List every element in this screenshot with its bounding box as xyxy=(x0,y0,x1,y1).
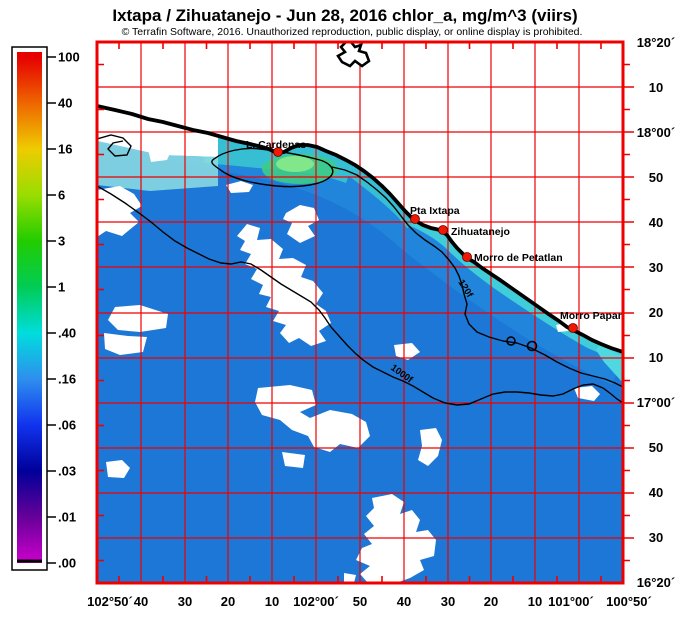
lon-tick-label: 20 xyxy=(221,594,235,609)
right-major-ticks xyxy=(623,86,634,539)
cloud-patch xyxy=(108,305,168,332)
depth-contours xyxy=(97,134,623,406)
cloud-patch xyxy=(106,460,130,478)
colorbar-label: 6 xyxy=(58,188,65,203)
lat-tick-label: 30 xyxy=(649,530,663,545)
reservoir-outline xyxy=(336,42,371,68)
colorbar-label: 3 xyxy=(58,234,65,249)
lat-tick-label: 18°20´ xyxy=(637,35,675,50)
cloud-patch xyxy=(282,452,305,468)
place-label-morro-papan: Morro Papan xyxy=(560,310,624,322)
place-marker-pta-ixtapa xyxy=(410,214,420,224)
cloud-patch xyxy=(283,205,319,243)
lat-tick-label: 50 xyxy=(649,170,663,185)
map-frame-group xyxy=(95,40,634,585)
lat-tick-label: 18°00´ xyxy=(637,125,675,140)
lon-tick-label: 101°00´ xyxy=(548,594,594,609)
islet-circle xyxy=(506,336,516,346)
lat-tick-label: 30 xyxy=(649,260,663,275)
place-marker-l-cardenas xyxy=(273,147,283,157)
lat-tick-label: 50 xyxy=(649,440,663,455)
cloud-patch xyxy=(418,428,442,466)
cloud-patch xyxy=(104,333,147,355)
lon-tick-label: 100°50´ xyxy=(606,594,652,609)
place-marker-zihuatanejo xyxy=(438,225,448,235)
place-layer: L. Cardenas Pta Ixtapa Zihuatanejo Morro… xyxy=(246,139,624,333)
colorbar-label: .16 xyxy=(58,372,76,387)
latitude-axis: 18°20´ 10 18°00´ 50 40 30 20 10 17°00´ 5… xyxy=(637,35,675,590)
colorbar-label: .03 xyxy=(58,464,76,479)
lon-tick-label: 40 xyxy=(397,594,411,609)
colorbar: 100 40 16 6 3 1 .40 .16 .06 .03 .01 .00 xyxy=(11,46,80,571)
place-label-morro-de-petatlan: Morro de Petatlan xyxy=(474,252,563,264)
colorbar-bottom-line xyxy=(17,559,42,563)
lat-tick-label: 40 xyxy=(649,215,663,230)
coastline xyxy=(97,104,623,354)
place-marker-morro-de-petatlan xyxy=(462,252,472,262)
lon-tick-label: 50 xyxy=(353,594,367,609)
lat-tick-label: 16°20´ xyxy=(637,575,675,590)
cloud-patch xyxy=(344,573,356,583)
place-markers xyxy=(273,147,578,333)
cloud-patch xyxy=(574,386,600,401)
lon-tick-label: 40 xyxy=(134,594,148,609)
place-label-zihuatanejo: Zihuatanejo xyxy=(451,226,510,238)
lon-tick-label: 102°00´ xyxy=(293,594,339,609)
colorbar-gradient xyxy=(17,52,42,563)
cloud-patch xyxy=(394,343,420,360)
place-label-l-cardenas: L. Cardenas xyxy=(246,139,306,151)
colorbar-label: .01 xyxy=(58,510,76,525)
right-minor-ticks xyxy=(623,63,630,562)
lon-tick-label: 30 xyxy=(178,594,192,609)
top-minor-ticks xyxy=(118,42,602,49)
left-minor-ticks xyxy=(97,63,104,562)
islet-circle xyxy=(526,340,538,352)
depth-contour-1000f xyxy=(97,185,623,406)
cloud-cover xyxy=(97,145,600,583)
page-title: Ixtapa / Zihuatanejo - Jun 28, 2016 chlo… xyxy=(112,6,577,25)
cloud-patch xyxy=(97,186,142,237)
depth-contour-120f xyxy=(97,134,623,388)
lat-tick-label: 17°00´ xyxy=(637,395,675,410)
colorbar-label: 16 xyxy=(58,142,72,157)
lon-tick-label: 20 xyxy=(484,594,498,609)
colorbar-label: .40 xyxy=(58,326,76,341)
corner-cyan-patch xyxy=(596,344,623,383)
place-label-pta-ixtapa: Pta Ixtapa xyxy=(410,205,460,217)
lat-tick-label: 20 xyxy=(649,305,663,320)
colorbar-label: 100 xyxy=(58,50,80,65)
lon-tick-label: 102°50´ xyxy=(87,594,133,609)
colorbar-label: .00 xyxy=(58,556,76,571)
colorbar-label: .06 xyxy=(58,418,76,433)
place-marker-morro-papan xyxy=(568,323,578,333)
lon-tick-label: 10 xyxy=(528,594,542,609)
colorbar-ticks xyxy=(47,56,56,564)
cloud-patch xyxy=(226,181,253,193)
shoreline-layer xyxy=(97,42,623,354)
lon-tick-label: 10 xyxy=(265,594,279,609)
lat-tick-label: 10 xyxy=(649,350,663,365)
bloom-green-core xyxy=(276,156,314,172)
cloud-patch xyxy=(255,385,370,452)
copyright-notice: © Terrafin Software, 2016. Unauthorized … xyxy=(122,26,583,38)
lat-tick-label: 40 xyxy=(649,485,663,500)
colorbar-label: 1 xyxy=(58,280,65,295)
cloud-patch xyxy=(148,145,171,162)
longitude-axis: 102°50´ 40 30 20 10 102°00´ 50 40 30 20 … xyxy=(87,594,652,609)
colorbar-label: 40 xyxy=(58,96,72,111)
lon-tick-label: 30 xyxy=(441,594,455,609)
place-labels: L. Cardenas Pta Ixtapa Zihuatanejo Morro… xyxy=(246,139,624,322)
colorbar-labels: 100 40 16 6 3 1 .40 .16 .06 .03 .01 .00 xyxy=(58,50,80,571)
lat-tick-label: 10 xyxy=(649,80,663,95)
bottom-minor-ticks xyxy=(118,576,602,583)
